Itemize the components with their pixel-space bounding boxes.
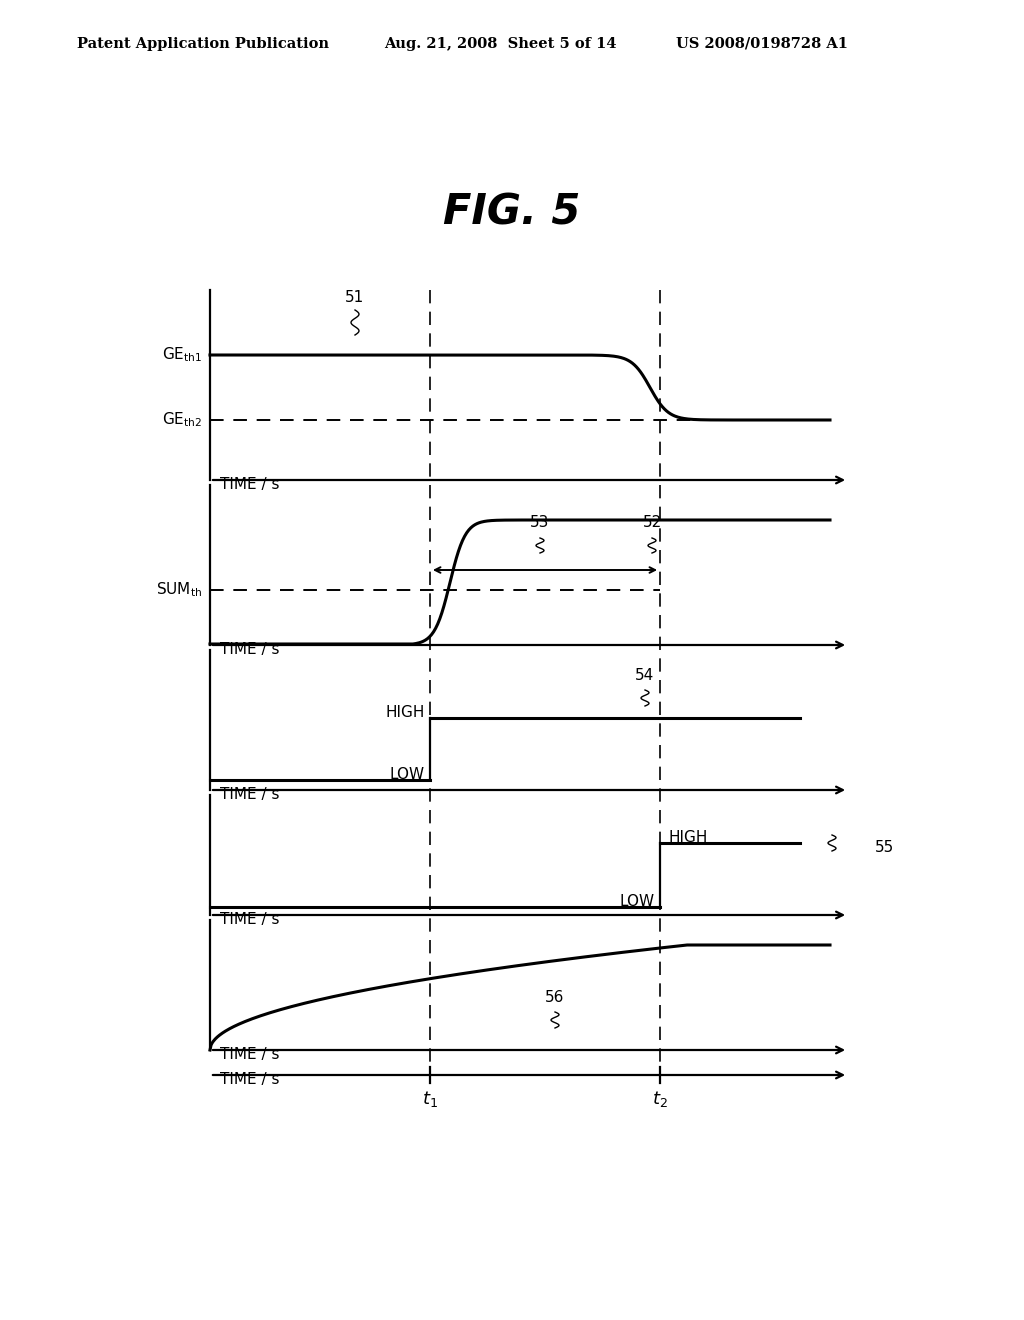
Text: $\mathregular{GE_{th2}}$: $\mathregular{GE_{th2}}$	[162, 411, 202, 429]
Text: US 2008/0198728 A1: US 2008/0198728 A1	[676, 37, 848, 51]
Text: TIME / s: TIME / s	[220, 1047, 280, 1063]
Text: TIME / s: TIME / s	[220, 912, 280, 927]
Text: LOW: LOW	[390, 767, 425, 781]
Text: 55: 55	[874, 841, 894, 855]
Text: $t_1$: $t_1$	[422, 1089, 438, 1109]
Text: $\mathregular{SUM_{th}}$: $\mathregular{SUM_{th}}$	[156, 581, 202, 599]
Text: 51: 51	[345, 290, 365, 305]
Text: Aug. 21, 2008  Sheet 5 of 14: Aug. 21, 2008 Sheet 5 of 14	[384, 37, 616, 51]
Text: FIG. 5: FIG. 5	[443, 191, 581, 234]
Text: Patent Application Publication: Patent Application Publication	[77, 37, 329, 51]
Text: 52: 52	[642, 515, 662, 531]
Text: TIME / s: TIME / s	[220, 642, 280, 657]
Text: HIGH: HIGH	[668, 830, 708, 845]
Text: TIME / s: TIME / s	[220, 477, 280, 492]
Text: LOW: LOW	[620, 894, 655, 909]
Text: 56: 56	[546, 990, 564, 1005]
Text: TIME / s: TIME / s	[220, 787, 280, 803]
Text: 53: 53	[530, 515, 550, 531]
Text: $t_2$: $t_2$	[652, 1089, 668, 1109]
Text: HIGH: HIGH	[386, 705, 425, 719]
Text: 54: 54	[635, 668, 654, 682]
Text: $\mathregular{GE_{th1}}$: $\mathregular{GE_{th1}}$	[162, 346, 202, 364]
Text: TIME / s: TIME / s	[220, 1072, 280, 1086]
